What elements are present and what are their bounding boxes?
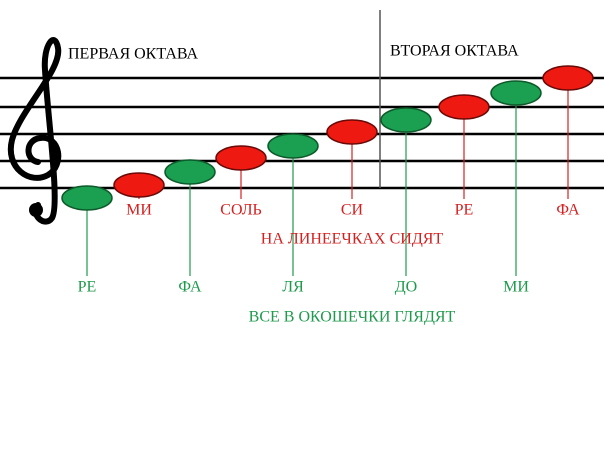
note bbox=[61, 185, 113, 211]
octave-label: ВТОРАЯ ОКТАВА bbox=[390, 43, 519, 60]
note-label: ЛЯ bbox=[282, 279, 304, 296]
note bbox=[380, 107, 432, 133]
note-label: ФА bbox=[556, 202, 580, 219]
treble-clef bbox=[7, 37, 62, 225]
note-label: МИ bbox=[503, 279, 529, 296]
note-label: ФА bbox=[178, 279, 202, 296]
note bbox=[113, 172, 165, 198]
note bbox=[542, 65, 594, 91]
caption: НА ЛИНЕЕЧКАХ СИДЯТ bbox=[261, 231, 444, 248]
caption: ВСЕ В ОКОШЕЧКИ ГЛЯДЯТ bbox=[249, 309, 456, 326]
note bbox=[267, 133, 319, 159]
clef-dot bbox=[29, 203, 43, 217]
note bbox=[490, 80, 542, 106]
octave-label: ПЕРВАЯ ОКТАВА bbox=[68, 46, 199, 63]
note bbox=[215, 145, 267, 171]
note-label: ДО bbox=[395, 279, 417, 296]
note-label: РЕ bbox=[78, 279, 97, 296]
note bbox=[326, 119, 378, 145]
note-label: СИ bbox=[341, 202, 364, 219]
note-label: СОЛЬ bbox=[220, 202, 261, 219]
note bbox=[438, 94, 490, 120]
note-label: РЕ bbox=[455, 202, 474, 219]
note-label: МИ bbox=[126, 202, 152, 219]
notes: РЕ МИ ФА СОЛЬ ЛЯ СИ ДО РЕ МИ ФА bbox=[61, 65, 594, 296]
note bbox=[164, 159, 216, 185]
